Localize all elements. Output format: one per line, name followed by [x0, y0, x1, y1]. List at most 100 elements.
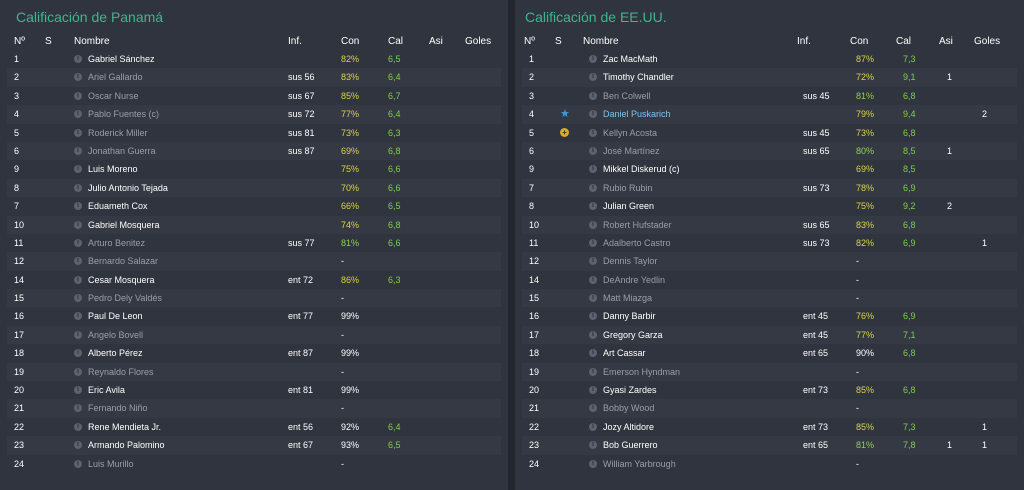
player-name[interactable]: Cesar Mosquera [88, 274, 155, 285]
info-icon[interactable]: i [74, 404, 82, 413]
info-icon[interactable]: i [74, 73, 82, 82]
info-icon[interactable]: i [589, 220, 597, 229]
info-icon[interactable]: i [74, 275, 82, 284]
table-row[interactable]: 12 i Bernardo Salazar - [7, 252, 501, 271]
player-name[interactable]: Ben Colwell [603, 90, 651, 101]
info-icon[interactable]: i [74, 459, 82, 468]
player-name[interactable]: Mikkel Diskerud (c) [603, 164, 680, 175]
info-icon[interactable]: i [74, 238, 82, 247]
player-name[interactable]: Dennis Taylor [603, 256, 658, 267]
player-name[interactable]: Pedro Dely Valdés [88, 293, 162, 304]
col-s-header[interactable]: S [555, 36, 562, 47]
col-con-header[interactable]: Con [341, 36, 360, 47]
table-row[interactable]: 23 i Armando Palomino ent 67 93% 6,5 [7, 436, 501, 455]
player-name[interactable]: Kellyn Acosta [603, 127, 658, 138]
table-row[interactable]: 9 i Luis Moreno 75% 6,6 [7, 160, 501, 178]
player-name[interactable]: Luis Murillo [88, 458, 134, 469]
player-name[interactable]: Gyasi Zardes [603, 385, 657, 396]
info-icon[interactable]: i [74, 312, 82, 321]
col-asi-header[interactable]: Asi [429, 36, 443, 47]
info-icon[interactable]: i [74, 330, 82, 339]
table-row[interactable]: 17 i Gregory Garza ent 45 77% 7,1 [522, 325, 1017, 345]
table-row[interactable]: 5 + i Kellyn Acosta sus 45 73% 6,8 [522, 124, 1017, 142]
player-name[interactable]: DeAndre Yedlin [603, 274, 666, 285]
player-name[interactable]: Gregory Garza [603, 329, 663, 340]
table-row[interactable]: 18 i Alberto Pérez ent 87 99% [7, 344, 501, 362]
player-name[interactable]: José Martínez [603, 145, 660, 156]
info-icon[interactable]: i [589, 330, 597, 339]
table-row[interactable]: 8 i Julian Green 75% 9,2 2 [522, 197, 1017, 215]
info-icon[interactable]: i [74, 349, 82, 358]
player-name[interactable]: Oscar Nurse [88, 90, 139, 101]
col-goles-header[interactable]: Goles [465, 36, 492, 47]
table-row[interactable]: 20 i Gyasi Zardes ent 73 85% 6,8 [522, 381, 1017, 399]
table-row[interactable]: 4 i Pablo Fuentes (c) sus 72 77% 6,4 [7, 105, 501, 124]
player-name[interactable]: Rubio Rubin [603, 182, 653, 193]
info-icon[interactable]: i [589, 294, 597, 303]
info-icon[interactable]: i [589, 422, 597, 431]
table-row[interactable]: 14 i Cesar Mosquera ent 72 86% 6,3 [7, 271, 501, 289]
player-name[interactable]: Danny Barbir [603, 311, 656, 322]
info-icon[interactable]: i [589, 367, 597, 376]
table-row[interactable]: 15 i Matt Miazga - [522, 289, 1017, 308]
player-name[interactable]: William Yarbrough [603, 458, 676, 469]
table-row[interactable]: 9 i Mikkel Diskerud (c) 69% 8,5 [522, 160, 1017, 178]
player-name[interactable]: Jonathan Guerra [88, 145, 156, 156]
info-icon[interactable]: i [589, 386, 597, 395]
info-icon[interactable]: i [589, 312, 597, 321]
table-row[interactable]: 19 i Emerson Hyndman - [522, 362, 1017, 382]
info-icon[interactable]: i [74, 146, 82, 155]
table-row[interactable]: 15 i Pedro Dely Valdés - [7, 289, 501, 308]
info-icon[interactable]: i [589, 441, 597, 450]
table-row[interactable]: 22 i Rene Mendieta Jr. ent 56 92% 6,4 [7, 418, 501, 436]
info-icon[interactable]: i [74, 422, 82, 431]
info-icon[interactable]: i [74, 367, 82, 376]
table-row[interactable]: 20 i Eric Avila ent 81 99% [7, 381, 501, 399]
info-icon[interactable]: i [589, 275, 597, 284]
player-name[interactable]: Fernando Niño [88, 403, 148, 414]
info-icon[interactable]: i [589, 202, 597, 211]
info-icon[interactable]: i [589, 146, 597, 155]
player-name[interactable]: Robert Hufstader [603, 219, 672, 230]
info-icon[interactable]: i [74, 257, 82, 266]
player-name[interactable]: Gabriel Mosquera [88, 219, 160, 230]
table-row[interactable]: 10 i Robert Hufstader sus 65 83% 6,8 [522, 215, 1017, 234]
table-row[interactable]: 6 i José Martínez sus 65 80% 8,5 1 [522, 141, 1017, 161]
table-row[interactable]: 1 i Zac MacMath 87% 7,3 [522, 50, 1017, 68]
player-name[interactable]: Ariel Gallardo [88, 72, 143, 83]
info-icon[interactable]: i [74, 165, 82, 174]
col-con-header[interactable]: Con [850, 36, 869, 47]
table-row[interactable]: 23 i Bob Guerrero ent 65 81% 7,8 1 1 [522, 436, 1017, 455]
player-name[interactable]: Roderick Miller [88, 127, 148, 138]
info-icon[interactable]: i [74, 110, 82, 119]
player-name[interactable]: Rene Mendieta Jr. [88, 421, 162, 432]
table-row[interactable]: 10 i Gabriel Mosquera 74% 6,8 [7, 215, 501, 234]
player-name[interactable]: Arturo Benitez [88, 237, 146, 248]
player-name[interactable]: Adalberto Castro [603, 237, 671, 248]
table-row[interactable]: 14 i DeAndre Yedlin - [522, 271, 1017, 289]
player-name[interactable]: Reynaldo Flores [88, 366, 154, 377]
table-row[interactable]: 4 ★ i Daniel Puskarich 79% 9,4 2 [522, 105, 1017, 124]
info-icon[interactable]: i [589, 404, 597, 413]
player-name[interactable]: Daniel Puskarich [603, 109, 671, 120]
table-row[interactable]: 19 i Reynaldo Flores - [7, 362, 501, 382]
info-icon[interactable]: i [589, 238, 597, 247]
info-icon[interactable]: i [589, 91, 597, 100]
table-row[interactable]: 1 i Gabriel Sánchez 82% 6,5 [7, 50, 501, 68]
col-s-header[interactable]: S [45, 36, 52, 47]
col-inf-header[interactable]: Inf. [288, 36, 302, 47]
player-name[interactable]: Matt Miazga [603, 293, 653, 304]
player-name[interactable]: Alberto Pérez [88, 348, 143, 359]
col-asi-header[interactable]: Asi [939, 36, 953, 47]
info-icon[interactable]: i [74, 441, 82, 450]
info-icon[interactable]: i [589, 165, 597, 174]
player-name[interactable]: Timothy Chandler [603, 72, 674, 83]
table-row[interactable]: 11 i Arturo Benitez sus 77 81% 6,6 [7, 234, 501, 252]
player-name[interactable]: Pablo Fuentes (c) [88, 109, 160, 120]
player-name[interactable]: Julian Green [603, 201, 655, 212]
player-name[interactable]: Eduameth Cox [88, 201, 148, 212]
info-icon[interactable]: i [74, 183, 82, 192]
info-icon[interactable]: i [589, 257, 597, 266]
info-icon[interactable]: i [589, 349, 597, 358]
table-row[interactable]: 16 i Danny Barbir ent 45 76% 6,9 [522, 307, 1017, 325]
